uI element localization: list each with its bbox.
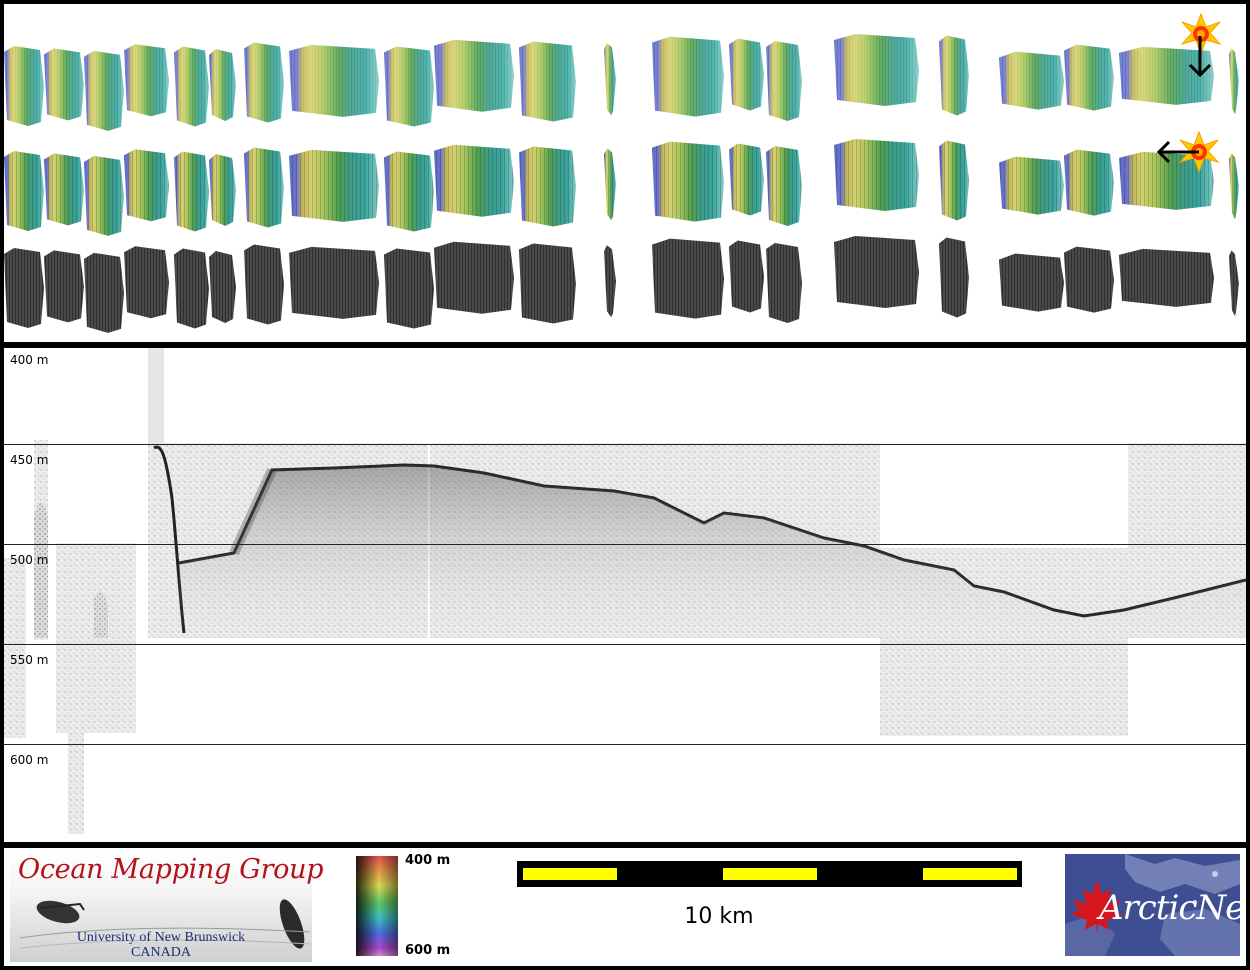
swath-strip-backscatter bbox=[4, 235, 1239, 333]
swath-block-texture bbox=[519, 243, 576, 324]
depth-gridline bbox=[4, 444, 1246, 445]
swath-block-texture bbox=[4, 151, 44, 231]
swath-block-texture bbox=[999, 51, 1064, 110]
swath-block-texture bbox=[124, 149, 169, 222]
swath-block-texture bbox=[384, 248, 434, 329]
swath-block-texture bbox=[44, 153, 84, 226]
depth-label-550: 550 m bbox=[10, 653, 49, 667]
swath-block-texture bbox=[289, 44, 379, 117]
swath-block-texture bbox=[124, 44, 169, 117]
scale-bar bbox=[517, 861, 1022, 887]
swath-block-texture bbox=[1064, 44, 1114, 111]
swath-block-texture bbox=[1119, 151, 1214, 210]
swath-block-texture bbox=[84, 252, 124, 333]
arcticnet-logo: ArcticNet bbox=[1065, 854, 1240, 956]
swath-block-texture bbox=[289, 246, 379, 319]
swath-block-texture bbox=[209, 154, 236, 227]
swath-block-texture bbox=[1064, 149, 1114, 216]
swath-block-texture bbox=[766, 145, 802, 226]
swath-block-texture bbox=[209, 251, 236, 324]
swath-block-texture bbox=[939, 35, 969, 116]
colorbar-top-label: 400 m bbox=[405, 853, 451, 868]
swath-block-texture bbox=[44, 250, 84, 323]
logo-title: Ocean Mapping Group bbox=[18, 854, 324, 885]
seafloor-reflector bbox=[34, 445, 1246, 638]
swath-block-texture bbox=[384, 151, 434, 232]
swath-block-texture bbox=[604, 245, 616, 318]
ocean-mapping-group-logo: Ocean Mapping Group University of New Br… bbox=[10, 852, 324, 962]
swath-block-texture bbox=[999, 253, 1064, 312]
scale-bar-label: 10 km bbox=[684, 904, 754, 929]
swath-block-texture bbox=[729, 38, 764, 111]
swath-block-texture bbox=[766, 40, 802, 121]
swath-block-texture bbox=[766, 242, 802, 323]
swath-block-texture bbox=[604, 148, 616, 221]
swath-block-texture bbox=[174, 248, 209, 329]
swath-block-texture bbox=[1119, 46, 1214, 105]
swath-block-texture bbox=[174, 46, 209, 127]
swath-block-texture bbox=[729, 240, 764, 313]
swath-block-texture bbox=[652, 36, 724, 117]
swath-block-texture bbox=[244, 147, 284, 228]
light-direction-down-arrow-icon bbox=[1188, 36, 1212, 78]
swath-block-texture bbox=[1229, 153, 1239, 220]
swath-block-texture bbox=[384, 46, 434, 127]
swath-block-texture bbox=[939, 140, 969, 221]
depth-colorbar bbox=[356, 856, 398, 956]
sonar-fish-icon bbox=[19, 899, 311, 949]
swath-block-texture bbox=[244, 42, 284, 123]
swath-block-texture bbox=[84, 50, 124, 131]
swath-block-texture bbox=[834, 33, 919, 106]
depth-label-500: 500 m bbox=[10, 553, 49, 567]
depth-gridline bbox=[4, 744, 1246, 745]
swath-block-texture bbox=[174, 151, 209, 232]
depth-gridline bbox=[4, 544, 1246, 545]
depth-gridline bbox=[4, 644, 1246, 645]
swath-block-texture bbox=[1064, 246, 1114, 313]
swath-block-texture bbox=[604, 43, 616, 116]
swath-strip-shaded-relief-2 bbox=[4, 138, 1239, 236]
swath-block-texture bbox=[244, 244, 284, 325]
depth-label-600: 600 m bbox=[10, 753, 49, 767]
depth-label-450: 450 m bbox=[10, 453, 49, 467]
swath-block-texture bbox=[289, 149, 379, 222]
swath-block-texture bbox=[209, 49, 236, 122]
swath-block-texture bbox=[1119, 248, 1214, 307]
swath-block-texture bbox=[4, 46, 44, 126]
swath-block-texture bbox=[434, 39, 514, 112]
swath-block-texture bbox=[44, 48, 84, 121]
swath-block-texture bbox=[519, 146, 576, 227]
swath-block-texture bbox=[652, 238, 724, 319]
swath-block-texture bbox=[939, 237, 969, 318]
swath-strip-shaded-relief-1 bbox=[4, 33, 1239, 131]
arcticnet-logo-text: ArcticNet bbox=[1099, 888, 1240, 928]
swath-block-texture bbox=[519, 41, 576, 122]
swath-block-texture bbox=[434, 241, 514, 314]
colorbar-bottom-label: 600 m bbox=[405, 943, 451, 958]
swath-block-texture bbox=[834, 235, 919, 308]
swath-block-texture bbox=[1229, 48, 1239, 115]
swath-block-texture bbox=[999, 156, 1064, 215]
swath-imagery-panel bbox=[4, 4, 1246, 342]
subbottom-profile-panel: 400 m 450 m 500 m 550 m 600 m bbox=[4, 348, 1246, 842]
footer-panel: Ocean Mapping Group University of New Br… bbox=[4, 848, 1246, 966]
subbottom-profile bbox=[4, 348, 1246, 834]
light-direction-left-arrow-icon bbox=[1156, 140, 1199, 164]
depth-label-400: 400 m bbox=[10, 353, 49, 367]
logo-country-text: CANADA bbox=[131, 945, 191, 960]
swath-block-texture bbox=[1229, 250, 1239, 317]
swath-imagery bbox=[4, 12, 1239, 333]
swath-block-texture bbox=[84, 155, 124, 236]
swath-block-texture bbox=[652, 141, 724, 222]
swath-strips bbox=[4, 33, 1239, 333]
swath-block-texture bbox=[124, 246, 169, 319]
swath-block-texture bbox=[729, 143, 764, 216]
swath-block-texture bbox=[834, 138, 919, 211]
swath-block-texture bbox=[4, 248, 44, 328]
swath-block-texture bbox=[434, 144, 514, 217]
maple-leaf-icon bbox=[1071, 880, 1123, 934]
logo-university-text: University of New Brunswick bbox=[76, 930, 246, 945]
